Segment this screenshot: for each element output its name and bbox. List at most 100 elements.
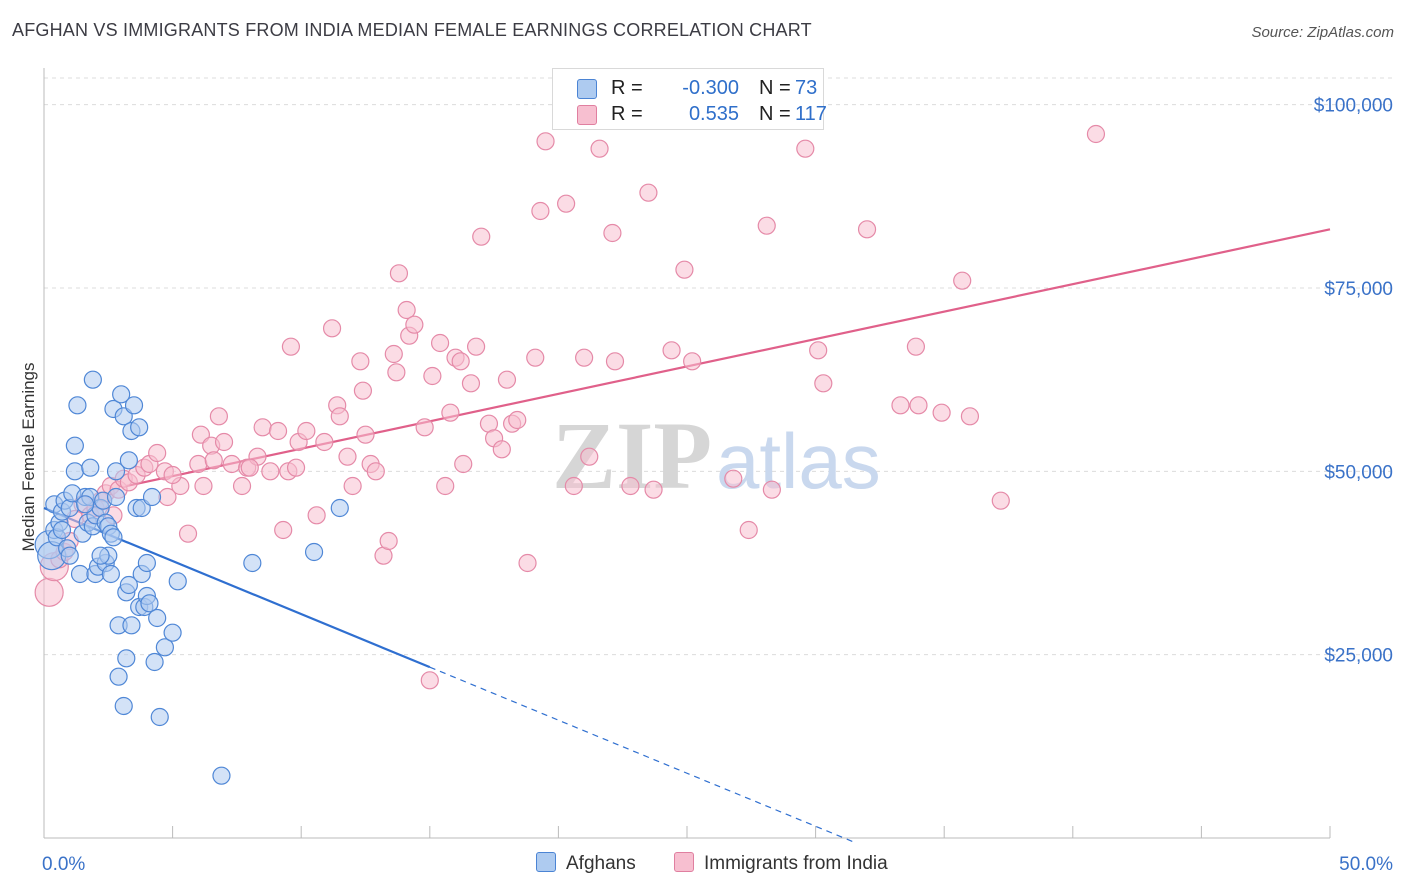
india-point bbox=[148, 443, 167, 463]
india-point bbox=[575, 348, 594, 367]
x-tick-label: 50.0% bbox=[1339, 854, 1393, 875]
india-point bbox=[508, 410, 527, 430]
india-point bbox=[338, 447, 357, 466]
india-point bbox=[253, 418, 272, 437]
india-point bbox=[423, 366, 442, 386]
afghan-point bbox=[119, 451, 138, 470]
india-point bbox=[454, 454, 473, 474]
afghans-legend-label: Afghans bbox=[566, 853, 636, 874]
afghan-point bbox=[212, 766, 231, 785]
india-point bbox=[274, 520, 293, 540]
afghan-point bbox=[106, 487, 126, 507]
india-point bbox=[762, 480, 781, 499]
y-tick-label: $25,000 bbox=[1324, 646, 1393, 667]
afghan-point bbox=[65, 462, 84, 481]
india-point bbox=[261, 462, 280, 481]
legend-item-india[interactable]: Immigrants from India bbox=[674, 852, 888, 875]
watermark: ZIP atlas bbox=[552, 402, 881, 509]
india-point bbox=[639, 183, 658, 202]
afghan-point bbox=[150, 707, 169, 727]
india-point bbox=[415, 418, 434, 437]
india-point bbox=[204, 451, 223, 470]
india-point bbox=[356, 425, 375, 444]
india-point bbox=[232, 476, 252, 496]
india-legend-swatch bbox=[674, 852, 694, 872]
india-point bbox=[240, 458, 259, 477]
india-point bbox=[564, 476, 583, 496]
afghan-point bbox=[168, 572, 187, 591]
india-point bbox=[209, 407, 228, 426]
afghan-point bbox=[91, 546, 110, 565]
india-point bbox=[991, 491, 1010, 510]
india-point bbox=[621, 476, 640, 496]
india-point bbox=[268, 421, 288, 441]
india-point bbox=[497, 370, 517, 389]
x-tick-label: 0.0% bbox=[42, 854, 85, 875]
correlation-legend: R = -0.300 N = 73 R = 0.535 N = 117 bbox=[552, 68, 827, 130]
india-point bbox=[389, 264, 409, 283]
afghan-point bbox=[65, 436, 84, 455]
afghan-point bbox=[101, 564, 120, 584]
india-point bbox=[420, 671, 439, 690]
afghan-point bbox=[304, 542, 324, 562]
afghan-point bbox=[112, 385, 131, 404]
india-point bbox=[557, 194, 576, 213]
india-point bbox=[644, 480, 663, 499]
india-point bbox=[178, 524, 198, 543]
india-point bbox=[809, 341, 828, 360]
y-tick-label: $100,000 bbox=[1314, 96, 1393, 117]
n-label: N = bbox=[759, 77, 791, 99]
india-point bbox=[430, 333, 450, 353]
afghan-point bbox=[148, 608, 167, 628]
india-point bbox=[814, 374, 833, 393]
india-point bbox=[322, 319, 342, 338]
india-point bbox=[724, 469, 743, 488]
y-tick-label: $75,000 bbox=[1324, 279, 1393, 300]
india-point bbox=[441, 403, 460, 422]
y-tick-label: $50,000 bbox=[1324, 462, 1393, 483]
points-layer bbox=[34, 124, 1106, 785]
india-point bbox=[526, 348, 545, 367]
afghan-point bbox=[68, 396, 87, 415]
india-point bbox=[189, 454, 208, 474]
india-point bbox=[330, 407, 349, 426]
afghan-point bbox=[330, 498, 349, 518]
axis-layer bbox=[43, 68, 1331, 839]
india-point bbox=[366, 462, 385, 481]
india-point bbox=[472, 227, 491, 246]
india-legend-label: Immigrants from India bbox=[704, 853, 888, 874]
india-point bbox=[397, 300, 416, 320]
india-point bbox=[286, 458, 306, 477]
india-point bbox=[518, 553, 537, 573]
afghan-point bbox=[137, 553, 156, 573]
afghan-point bbox=[70, 564, 90, 584]
india-point bbox=[891, 396, 910, 415]
india-point bbox=[379, 531, 398, 551]
y-axis-label: Median Female Earnings bbox=[19, 363, 38, 552]
india-point bbox=[590, 139, 609, 158]
india-point bbox=[739, 520, 758, 540]
afghan-point bbox=[243, 553, 262, 573]
source-label: Source: ZipAtlas.com bbox=[1251, 24, 1394, 41]
india-point bbox=[307, 506, 326, 525]
n-label: N = bbox=[759, 103, 791, 125]
legend-item-afghans[interactable]: Afghans bbox=[536, 852, 636, 875]
india-point bbox=[675, 260, 694, 279]
india-point bbox=[960, 407, 980, 426]
afghans-trend-extension bbox=[429, 666, 855, 843]
label-layer: $25,000 $50,000 $75,000 $100,000 0.0% 50.0% Me… bbox=[19, 96, 1393, 875]
india-point bbox=[757, 216, 776, 235]
india-point bbox=[580, 447, 599, 466]
afghan-point bbox=[130, 418, 149, 437]
r-value: -0.300 bbox=[682, 77, 739, 99]
n-value: 73 bbox=[795, 77, 818, 99]
afghan-point bbox=[142, 487, 162, 507]
chart-title: AFGHAN VS IMMIGRANTS FROM INDIA MEDIAN F… bbox=[12, 20, 812, 40]
r-value: 0.535 bbox=[688, 103, 739, 125]
afghan-point bbox=[104, 528, 123, 547]
afghan-point bbox=[76, 495, 95, 514]
afghan-point bbox=[124, 396, 144, 415]
india-point bbox=[857, 220, 877, 239]
india-point bbox=[353, 381, 373, 400]
